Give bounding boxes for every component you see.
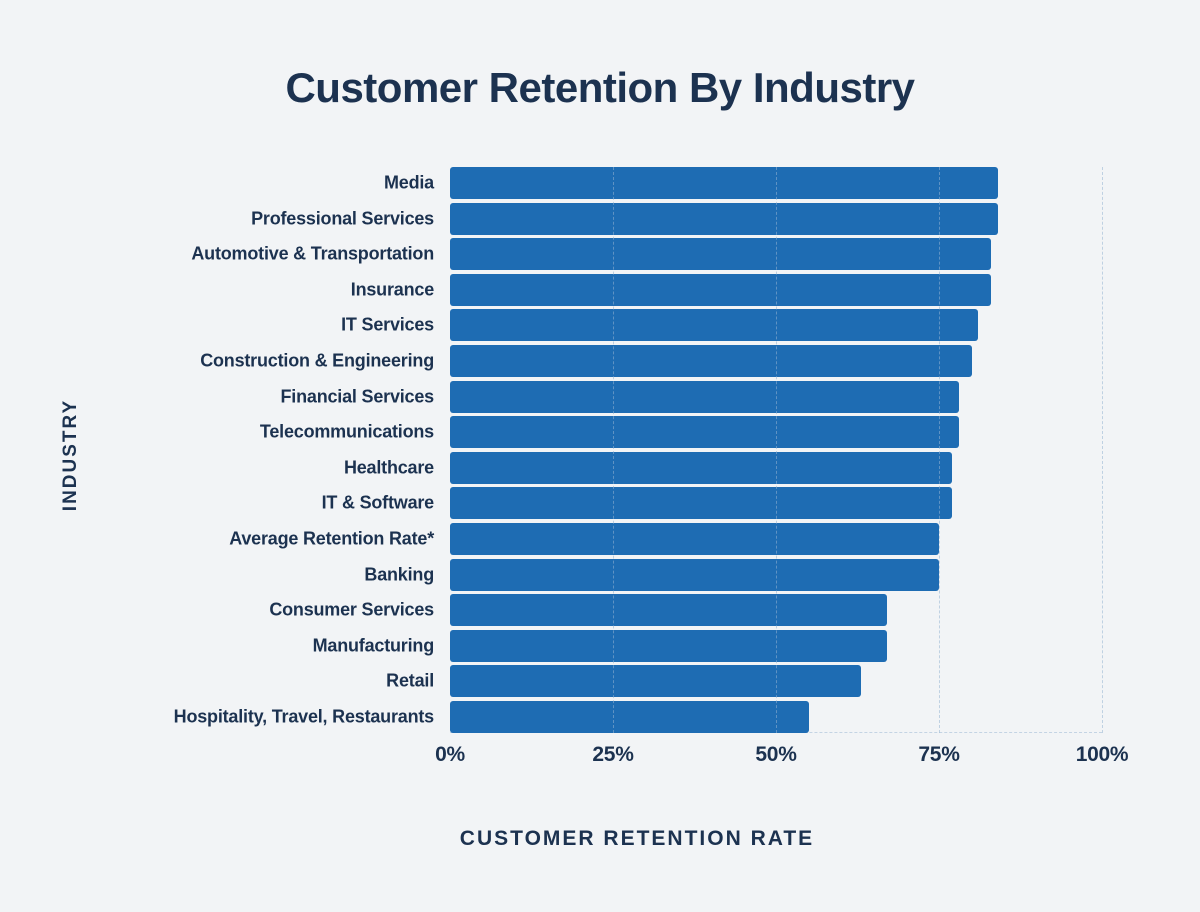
- chart-row: Healthcare: [344, 451, 1102, 484]
- category-label: IT & Software: [321, 492, 435, 513]
- chart-row: Banking: [364, 558, 1102, 591]
- retention-bar: [450, 273, 992, 306]
- category-label: IT Services: [341, 314, 434, 335]
- category-label: Banking: [364, 564, 434, 585]
- category-label: Telecommunications: [259, 421, 434, 442]
- category-label: Manufacturing: [312, 635, 435, 656]
- retention-bar: [450, 309, 979, 342]
- retention-bar: [450, 416, 959, 449]
- chart-row: Hospitality, Travel, Restaurants: [174, 701, 1102, 733]
- chart-row: Construction & Engineering: [200, 345, 1102, 377]
- chart-row: Financial Services: [281, 380, 1102, 413]
- y-axis-title: INDUSTRY: [60, 398, 81, 512]
- gridline: [776, 167, 777, 733]
- gridline: [1102, 167, 1103, 733]
- retention-bar: [450, 487, 953, 520]
- retention-bar: [450, 629, 887, 662]
- x-tick-label: 75%: [918, 743, 960, 766]
- category-label: Automotive & Transportation: [191, 243, 434, 264]
- x-tick-label: 0%: [435, 743, 465, 766]
- x-tick-label: 25%: [592, 743, 634, 766]
- x-tick-label: 100%: [1075, 743, 1129, 766]
- chart-row: Professional Services: [251, 202, 1102, 235]
- category-label: Professional Services: [251, 208, 434, 229]
- x-axis-title: CUSTOMER RETENTION RATE: [459, 827, 815, 850]
- category-label: Media: [383, 172, 434, 193]
- retention-bar: [450, 380, 959, 413]
- chart-title: Customer Retention By Industry: [285, 64, 915, 111]
- x-tick-label: 50%: [755, 743, 797, 766]
- category-label: Healthcare: [343, 457, 434, 478]
- chart-row: IT & Software: [322, 487, 1102, 520]
- retention-bar: [450, 167, 998, 199]
- retention-bar: [450, 558, 939, 591]
- chart-row: Media: [384, 167, 1102, 199]
- category-label: Insurance: [350, 279, 434, 300]
- chart-row: Consumer Services: [269, 594, 1102, 627]
- category-label: Financial Services: [280, 386, 435, 407]
- retention-bar: [450, 451, 953, 484]
- gridline: [939, 167, 940, 733]
- chart-row: Automotive & Transportation: [191, 238, 1102, 271]
- chart-row: Insurance: [351, 273, 1102, 306]
- chart-row: IT Services: [341, 309, 1102, 342]
- category-label: Hospitality, Travel, Restaurants: [173, 706, 435, 727]
- chart-row: Manufacturing: [313, 629, 1102, 662]
- category-label: Construction & Engineering: [200, 350, 434, 371]
- category-label: Retail: [386, 670, 434, 691]
- retention-bar: [450, 202, 998, 235]
- retention-bar: [450, 345, 972, 377]
- chart-row: Average Retention Rate*: [229, 523, 1102, 555]
- category-label: Consumer Services: [269, 599, 434, 620]
- retention-bar: [450, 701, 809, 733]
- category-label: Average Retention Rate*: [229, 528, 434, 549]
- retention-bar: [450, 523, 939, 555]
- gridline: [613, 167, 614, 733]
- retention-bar: [450, 665, 861, 698]
- plot-area: Media Professional Services Automotive & T…: [174, 167, 1129, 766]
- retention-bar: [450, 594, 887, 627]
- retention-bar: [450, 238, 992, 271]
- chart-row: Telecommunications: [260, 416, 1102, 449]
- chart-row: Retail: [386, 665, 1102, 698]
